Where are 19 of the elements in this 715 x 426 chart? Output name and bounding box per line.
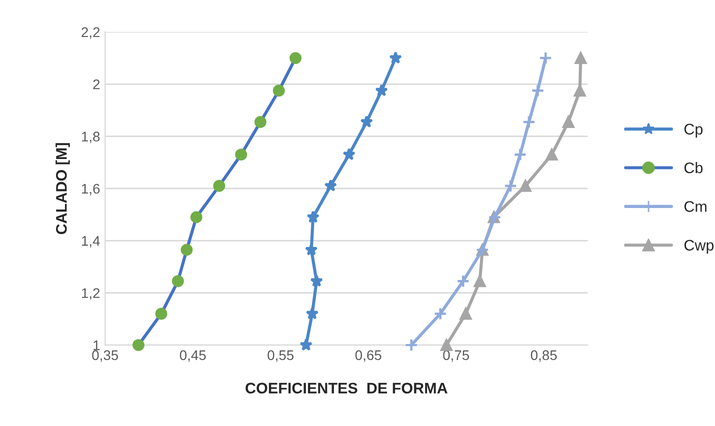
legend-label: Cp — [684, 124, 703, 138]
legend-label: Cb — [684, 162, 703, 174]
y-tick-label: 1 — [94, 340, 100, 350]
y-tick-label: 1,6 — [82, 184, 100, 196]
x-tick-label: 0,35 — [92, 350, 118, 362]
legend-label: Cwp — [684, 240, 714, 254]
y-tick-label: 1,8 — [82, 132, 100, 144]
x-tick-label: 0,45 — [180, 350, 206, 362]
x-tick-label: 0,65 — [355, 350, 382, 362]
legend-label: Cm — [684, 201, 706, 212]
y-tick-label: 2 — [93, 79, 100, 90]
x-axis-title: COEFICIENTES DE FORMA — [246, 382, 448, 394]
y-axis-title: CALADO [M] — [56, 143, 70, 234]
y-tick-label: 1,4 — [82, 236, 100, 248]
x-tick-label: 0,85 — [530, 350, 557, 362]
x-tick-label: 0,75 — [443, 350, 470, 362]
x-tick-label: 0,55 — [268, 350, 294, 362]
y-tick-label: 2,2 — [82, 27, 100, 39]
y-tick-label: 1,2 — [82, 288, 100, 300]
